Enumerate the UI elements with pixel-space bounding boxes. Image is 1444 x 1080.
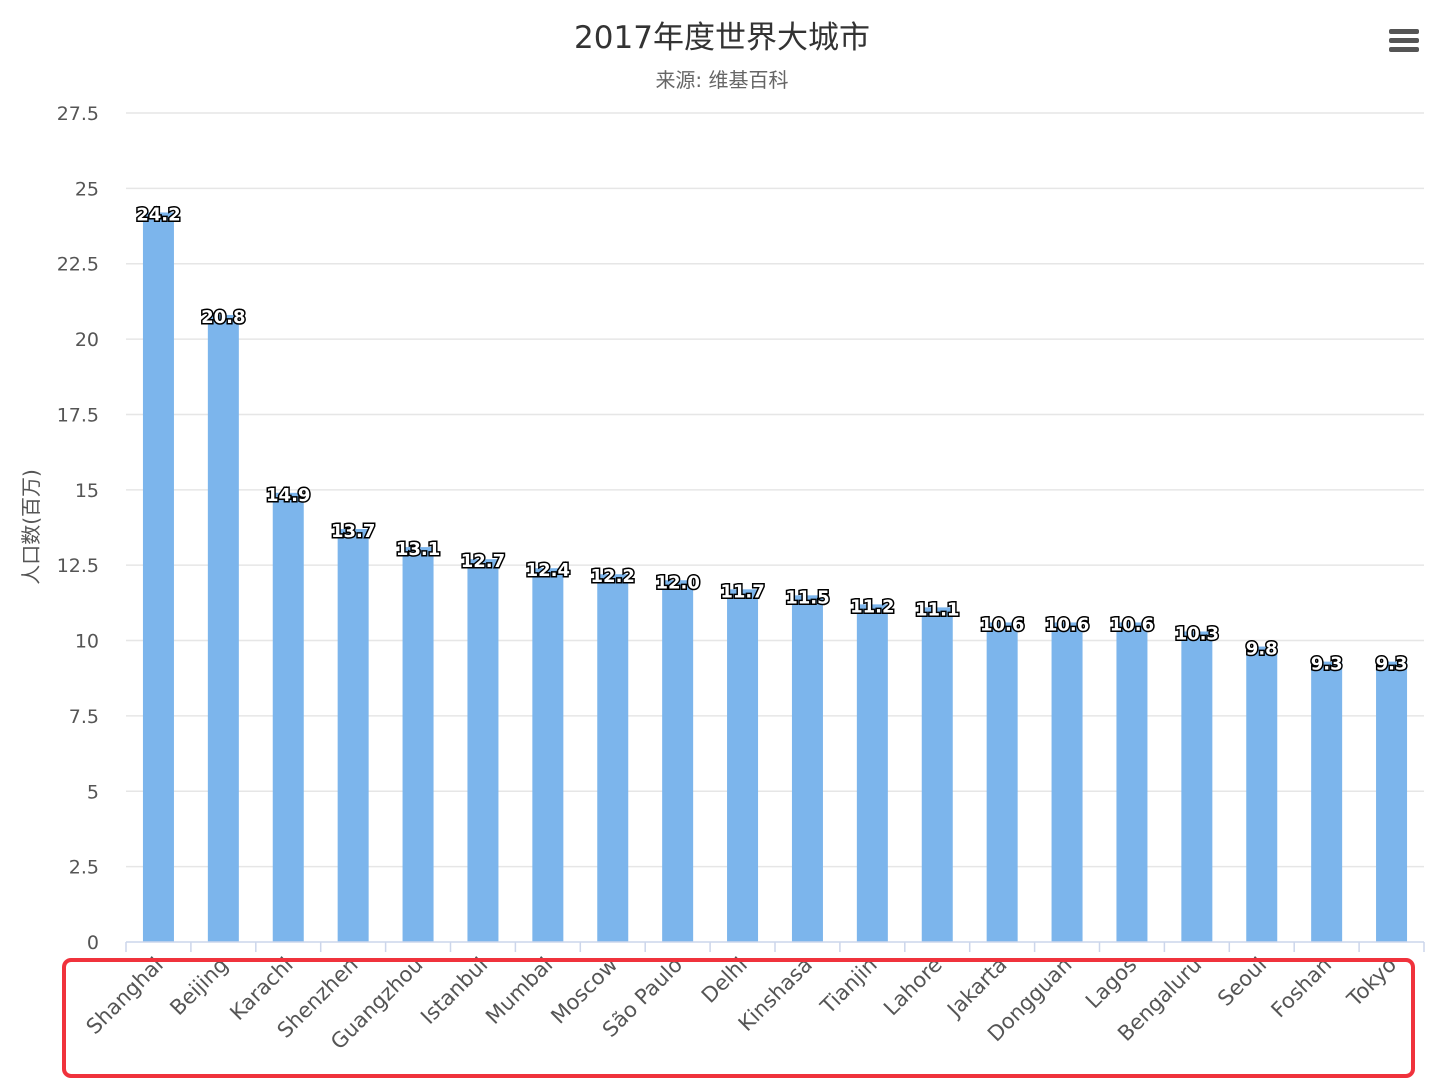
x-category-label: Shanghai [82,953,168,1039]
y-tick-label: 15 [75,480,99,502]
bar-series [142,212,1408,943]
y-axis-title: 人口数(百万) [19,469,43,585]
data-label: 14.9 [266,485,310,506]
bar [986,622,1018,942]
data-label: 12.4 [526,560,570,581]
grid-lines [126,112,1424,868]
data-label: 10.6 [1045,614,1089,635]
x-axis-category-labels: ShanghaiBeijingKarachiShenzhenGuangzhouI… [82,953,1401,1055]
bar [467,559,499,942]
hamburger-menu-icon [1389,38,1419,43]
x-category-label: Lahore [879,953,947,1021]
bar [272,492,304,942]
data-label: 9.3 [1311,654,1343,675]
bar [1246,646,1278,942]
x-category-label: Mumbai [481,953,557,1029]
data-label: 12.2 [591,566,635,587]
category-labels-highlight-box [62,958,1415,1078]
data-label: 13.7 [331,521,375,542]
y-axis-tick-labels: 0 2.5 5 7.5 10 12.5 15 17.5 20 22.5 25 27.5 [57,103,99,954]
data-label: 9.3 [1376,654,1408,675]
data-label: 11.2 [850,596,894,617]
chart-menu-button[interactable] [1384,26,1424,56]
hamburger-menu-icon [1389,29,1419,34]
data-label: 11.5 [785,587,829,608]
data-label: 12.0 [655,572,699,593]
data-label: 13.1 [396,539,440,560]
bar [142,212,174,943]
bar [1311,661,1343,942]
bar [727,589,759,942]
bar [207,314,239,942]
data-label: 24.2 [136,204,180,225]
bar [1181,631,1213,942]
bar [662,580,694,942]
y-tick-label: 22.5 [57,254,99,276]
data-label: 10.6 [980,614,1024,635]
y-tick-label: 10 [75,631,99,653]
y-tick-label: 7.5 [69,706,99,728]
bar [532,568,564,942]
bar [921,607,953,942]
y-tick-label: 20 [75,329,99,351]
x-axis [125,941,1425,952]
y-tick-label: 27.5 [57,103,99,125]
data-labels: 24.2 20.8 14.9 13.7 13.1 12.7 12.4 12.2 12.0 11.7… [135,203,1409,676]
bar [337,529,369,942]
x-category-label: Tianjin [815,953,882,1020]
data-label: 11.7 [720,581,764,602]
data-label: 20.8 [201,307,245,328]
bar [791,595,823,942]
y-tick-label: 25 [75,178,99,200]
bar [597,574,629,942]
chart-subtitle: 来源: 维基百科 [655,68,789,92]
bar [402,547,434,942]
x-category-label: Foshan [1266,953,1336,1023]
bar [1116,622,1148,942]
bar [1376,661,1408,942]
y-tick-label: 0 [87,932,99,954]
bar [1051,622,1083,942]
data-label: 12.7 [461,551,505,572]
x-category-label: Istanbul [416,953,492,1029]
x-category-label: Beijing [165,953,233,1021]
chart-title: 2017年度世界大城市 [574,20,870,56]
data-label: 9.8 [1246,639,1278,660]
y-tick-label: 5 [87,781,99,803]
data-label: 10.6 [1110,614,1154,635]
y-tick-label: 2.5 [69,857,99,879]
y-tick-label: 12.5 [57,555,99,577]
y-tick-label: 17.5 [57,404,99,426]
data-label: 11.1 [915,599,959,620]
hamburger-menu-icon [1389,47,1419,52]
data-label: 10.3 [1175,624,1219,645]
bar [856,604,888,942]
